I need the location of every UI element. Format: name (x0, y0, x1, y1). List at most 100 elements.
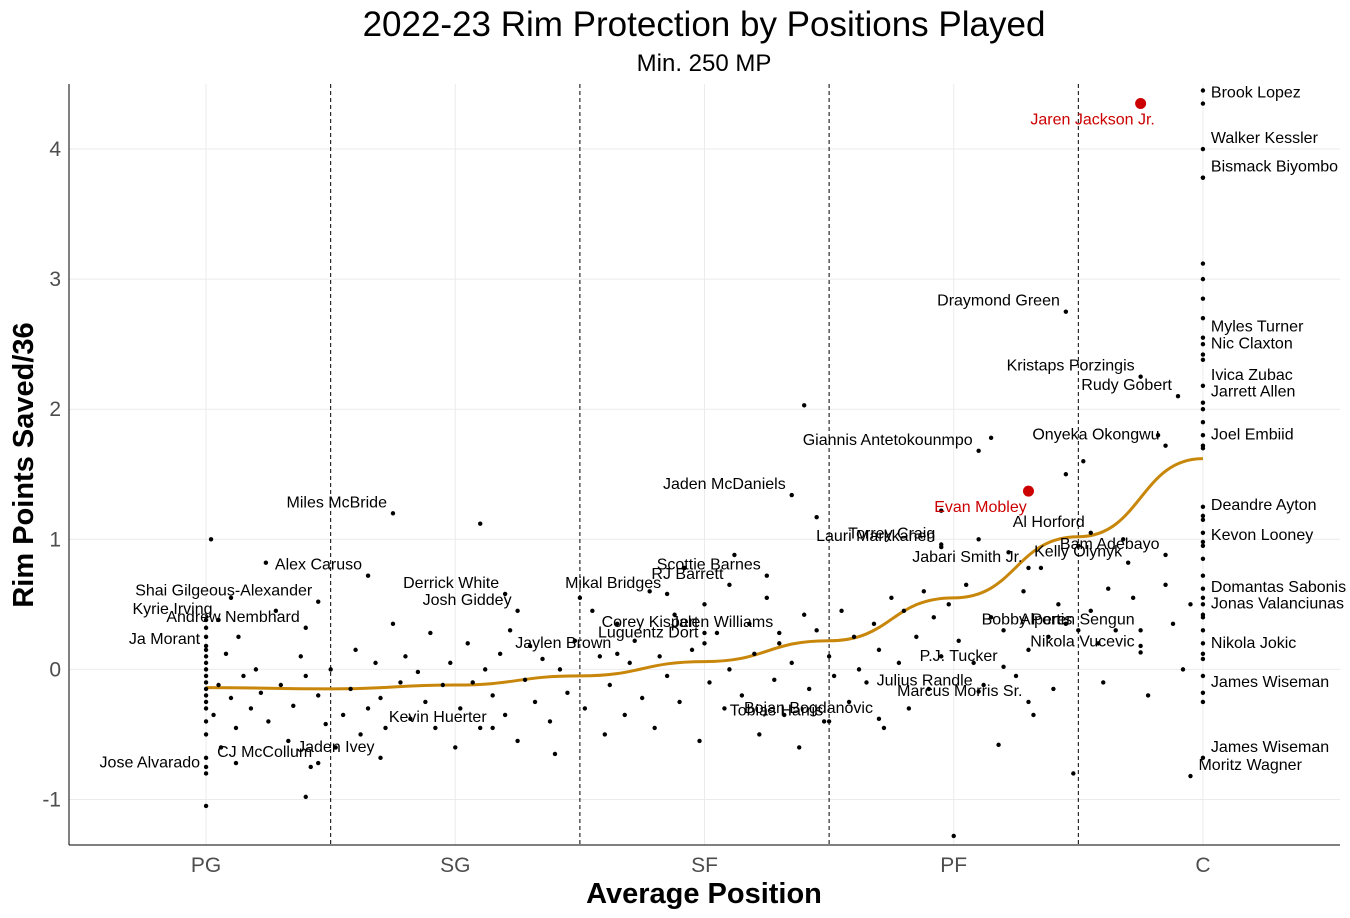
labeled-point (1163, 552, 1168, 558)
point-label: James Wiseman (1211, 674, 1329, 691)
data-point (258, 690, 264, 695)
point-label: CJ McCollum (217, 744, 312, 761)
data-point (218, 745, 224, 750)
data-point (597, 654, 603, 659)
data-point (732, 552, 737, 558)
highlighted-label: Jaren Jackson Jr. (1030, 112, 1155, 129)
labeled-point (1200, 651, 1206, 656)
data-point (241, 673, 246, 679)
labeled-point (789, 492, 794, 498)
labeled-point (216, 617, 221, 623)
data-point (764, 595, 770, 601)
point-label: Bismack Biyombo (1211, 159, 1338, 176)
data-point (490, 693, 495, 698)
data-point (203, 654, 209, 659)
point-label: Tobias Harris (730, 702, 823, 719)
data-point (814, 514, 819, 520)
data-point (607, 682, 612, 688)
data-point (889, 595, 894, 601)
data-point (976, 537, 981, 542)
labeled-point (490, 725, 495, 731)
data-point (672, 612, 677, 617)
labeled-point (1088, 530, 1093, 535)
x-tick-label: SF (691, 854, 718, 877)
data-point (1056, 602, 1061, 607)
data-point (906, 706, 912, 711)
data-point (657, 654, 662, 659)
data-point (1031, 712, 1036, 718)
data-point (465, 641, 470, 646)
labeled-point (1200, 755, 1206, 761)
data-point (664, 673, 670, 679)
data-point (971, 660, 976, 666)
x-tick-label: SG (440, 854, 470, 877)
data-point (689, 647, 695, 653)
data-point (722, 706, 727, 711)
labeled-point (727, 582, 732, 588)
labeled-point (976, 448, 981, 454)
labeled-point (1200, 175, 1206, 180)
data-point (365, 706, 371, 711)
labeled-point (1200, 612, 1206, 617)
data-point (1200, 699, 1206, 705)
labeled-point (316, 599, 321, 604)
data-point (1013, 673, 1019, 679)
data-point (211, 712, 216, 718)
data-point (747, 621, 752, 627)
point-label: Luguentz Dort (598, 624, 699, 641)
point-label: Deandre Ayton (1211, 497, 1317, 514)
data-point (826, 654, 832, 659)
point-label: Jarrett Allen (1211, 384, 1295, 401)
data-point (856, 667, 862, 672)
data-point (639, 695, 645, 701)
point-label: Marcus Morris Sr. (897, 683, 1022, 700)
data-point (440, 682, 446, 688)
data-point (303, 673, 308, 679)
data-point (1081, 459, 1086, 464)
point-label: Joel Embiid (1211, 427, 1294, 444)
point-label: Nikola Jokic (1211, 635, 1296, 652)
labeled-point (502, 591, 508, 597)
data-point (632, 638, 637, 643)
data-point (203, 706, 209, 711)
data-point (682, 565, 687, 571)
data-point (1155, 433, 1161, 438)
data-point (1200, 556, 1206, 562)
labeled-point (664, 591, 670, 597)
data-point (348, 686, 353, 692)
labeled-point (764, 573, 770, 578)
labeled-point (365, 573, 371, 578)
point-label: Jose Alvarado (100, 754, 201, 771)
labeled-point (1138, 650, 1143, 655)
data-point (939, 508, 944, 513)
data-point (565, 690, 570, 695)
data-point (951, 833, 956, 839)
data-point (203, 803, 209, 809)
data-point (1200, 276, 1206, 282)
data-point (453, 745, 458, 750)
data-point (515, 738, 520, 744)
labeled-point (1026, 699, 1031, 705)
data-point (1200, 656, 1206, 662)
labeled-point (1200, 443, 1206, 448)
data-point (298, 654, 303, 659)
point-label: Ivica Zubac (1211, 367, 1293, 384)
data-point (831, 673, 837, 679)
data-point (901, 608, 907, 614)
point-label: Bam Adebayo (1060, 536, 1160, 553)
data-point (876, 647, 882, 653)
trend-line (206, 457, 1203, 691)
data-point (286, 738, 291, 744)
data-point (203, 764, 209, 770)
data-point (448, 660, 453, 666)
data-point (572, 638, 578, 643)
y-tick-label: 0 (49, 658, 61, 681)
data-point (981, 682, 986, 688)
data-point (1200, 504, 1206, 509)
position-dividers (330, 84, 1079, 845)
labeled-point (1200, 690, 1206, 695)
data-point (203, 732, 209, 737)
data-point (1200, 315, 1206, 321)
labeled-point (1138, 374, 1143, 379)
point-label: Jonas Valanciunas (1211, 596, 1344, 613)
